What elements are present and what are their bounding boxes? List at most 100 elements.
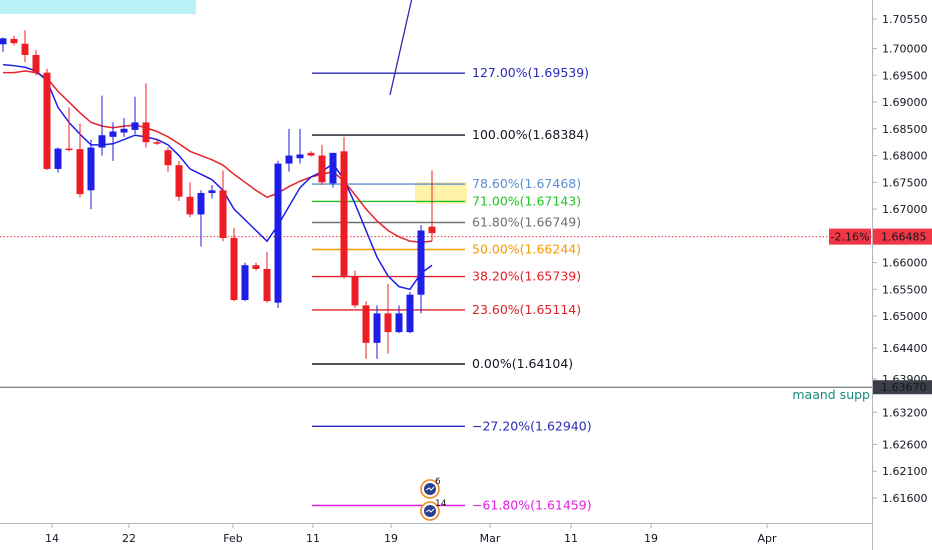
candle-body[interactable] <box>43 72 51 169</box>
y-tick-label: 1.63200 <box>882 406 928 419</box>
candle-body[interactable] <box>87 147 95 191</box>
candle-body[interactable] <box>307 152 315 156</box>
y-tick-label: 1.64400 <box>882 342 928 355</box>
trend-line-layer[interactable] <box>389 0 413 96</box>
current-price-label: 1.66485 <box>881 231 927 244</box>
candlesticks[interactable] <box>0 30 436 359</box>
candle-body[interactable] <box>417 230 425 295</box>
event-badges[interactable]: 6 14 <box>420 477 447 521</box>
flag-stripe-icon <box>425 486 435 491</box>
x-tick-label: 19 <box>644 532 658 545</box>
candle-body[interactable] <box>318 155 326 183</box>
candle-body[interactable] <box>263 268 271 302</box>
candle-body[interactable] <box>208 190 216 194</box>
candle-body[interactable] <box>175 165 183 197</box>
candle-body[interactable] <box>329 152 337 184</box>
fibonacci-lines <box>0 72 872 507</box>
candle-body[interactable] <box>186 196 194 215</box>
candle-body[interactable] <box>142 122 150 143</box>
fib-label: 50.00%(1.66244) <box>472 242 581 257</box>
candle-body[interactable] <box>362 305 370 343</box>
x-tick-label: Apr <box>757 532 777 545</box>
candle-body[interactable] <box>296 154 304 159</box>
candle-body[interactable] <box>65 148 73 151</box>
candle-body[interactable] <box>219 190 227 238</box>
y-tick-label: 1.65500 <box>882 283 928 296</box>
candle-body[interactable] <box>406 294 414 333</box>
candle-body[interactable] <box>241 265 249 301</box>
candle-body[interactable] <box>153 142 161 144</box>
y-tick-label: 1.62600 <box>882 438 928 451</box>
x-tick-label: 14 <box>45 532 59 545</box>
y-tick-label: 1.69000 <box>882 96 928 109</box>
support-price-tag <box>873 380 932 395</box>
candle-body[interactable] <box>131 122 139 130</box>
fib-label: 100.00%(1.68384) <box>472 127 589 142</box>
moving-averages <box>2 63 433 291</box>
candle-body[interactable] <box>252 265 260 269</box>
y-tick-label: 1.69500 <box>882 69 928 82</box>
x-tick-label: 11 <box>564 532 578 545</box>
candle-body[interactable] <box>76 149 84 195</box>
candle-body[interactable] <box>340 151 348 276</box>
candle-body[interactable] <box>10 38 18 44</box>
fib-label: −61.80%(1.61459) <box>472 498 592 513</box>
y-tick-label: 1.62100 <box>882 465 928 478</box>
x-tick-label: 11 <box>306 532 320 545</box>
candle-body[interactable] <box>274 163 282 303</box>
candle-body[interactable] <box>164 150 172 166</box>
candle-body[interactable] <box>98 135 106 148</box>
y-tick-label: 1.66000 <box>882 257 928 270</box>
candle-body[interactable] <box>285 155 293 164</box>
candle-body[interactable] <box>384 313 392 333</box>
y-tick-label: 1.65000 <box>882 310 928 323</box>
candle-body[interactable] <box>230 237 238 301</box>
candle-body[interactable] <box>351 275 359 306</box>
change-tag <box>829 228 871 245</box>
fibonacci-labels: 127.00%(1.69539) 100.00%(1.68384) 78.60%(1… <box>472 65 592 512</box>
y-tick-label: 1.67000 <box>882 203 928 216</box>
candle-body[interactable] <box>54 148 62 169</box>
candle-body[interactable] <box>373 313 381 343</box>
support-price-label: 1.63670 <box>881 381 927 394</box>
candle-body[interactable] <box>109 131 117 137</box>
x-tick-label: Mar <box>480 532 501 545</box>
fib-label: 78.60%(1.67468) <box>472 176 581 191</box>
support-label: maand supp <box>792 387 870 402</box>
candle-body[interactable] <box>32 54 40 73</box>
event-badge-top[interactable]: 6 <box>420 477 441 499</box>
fib-label: 61.80%(1.66749) <box>472 214 581 229</box>
corner-rectangle[interactable] <box>0 0 196 14</box>
x-tick-label: 22 <box>122 532 136 545</box>
y-tick-label: 1.61600 <box>882 492 928 505</box>
candle-body[interactable] <box>395 313 403 333</box>
flag-stripe-icon <box>425 508 435 513</box>
fib-label: 71.00%(1.67143) <box>472 193 581 208</box>
y-tick-label: 1.70550 <box>882 13 928 26</box>
event-badge-bottom[interactable]: 14 <box>420 499 447 521</box>
y-tick-label: 1.67500 <box>882 176 928 189</box>
x-tick-label: Feb <box>223 532 242 545</box>
candle-body[interactable] <box>21 43 29 55</box>
ma-slow-line <box>3 70 433 243</box>
candle-body[interactable] <box>197 193 205 215</box>
badge-count: 6 <box>435 477 441 487</box>
trend-line[interactable] <box>389 0 413 96</box>
fib-label: 23.60%(1.65114) <box>472 302 581 317</box>
highlight-rectangle[interactable] <box>415 182 467 204</box>
change-label: -2.16% <box>831 231 870 244</box>
fib-label: −27.20%(1.62940) <box>472 418 592 433</box>
current-price-tag <box>873 228 932 245</box>
fib-label: 38.20%(1.65739) <box>472 269 581 284</box>
candle-body[interactable] <box>428 226 436 234</box>
corner-box-layer <box>0 0 196 14</box>
candle-body[interactable] <box>0 38 7 45</box>
candle-body[interactable] <box>120 128 128 133</box>
ma-fast-line <box>2 63 433 291</box>
fib-label: 127.00%(1.69539) <box>472 65 589 80</box>
fib-label: 0.00%(1.64104) <box>472 356 573 371</box>
x-tick-label: 19 <box>384 532 398 545</box>
